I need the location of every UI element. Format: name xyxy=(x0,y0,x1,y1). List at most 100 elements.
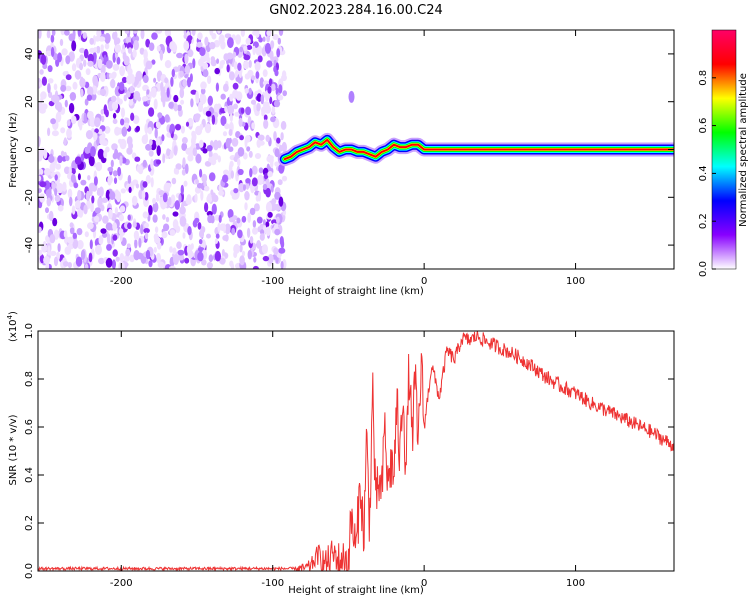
noise-cell xyxy=(41,76,48,86)
noise-cell xyxy=(117,166,122,177)
noise-cell xyxy=(194,193,198,203)
noise-cell xyxy=(265,226,271,237)
noise-cell xyxy=(124,30,130,34)
noise-cell xyxy=(38,226,42,233)
snr-ytick-label: 0.4 xyxy=(24,467,35,483)
noise-cell xyxy=(145,143,152,151)
noise-cell xyxy=(86,94,93,101)
noise-cell xyxy=(184,257,190,264)
noise-cell xyxy=(60,84,67,92)
noise-cell xyxy=(125,90,131,98)
noise-cell xyxy=(104,42,110,50)
noise-cell xyxy=(156,241,162,250)
noise-cell xyxy=(273,99,281,108)
noise-cell xyxy=(119,253,125,262)
noise-cell xyxy=(114,207,118,215)
noise-cell xyxy=(112,118,118,125)
noise-cell xyxy=(208,172,216,182)
noise-cell xyxy=(154,226,159,233)
noise-cell xyxy=(38,249,43,256)
noise-cell xyxy=(130,74,135,84)
noise-cell xyxy=(203,180,207,187)
spectrogram-blob xyxy=(348,90,355,103)
noise-cell xyxy=(148,150,154,157)
noise-cell xyxy=(273,247,279,256)
noise-cell xyxy=(137,96,142,102)
noise-cell xyxy=(223,53,229,61)
noise-cell xyxy=(50,250,57,256)
noise-cell xyxy=(255,195,260,202)
noise-cell xyxy=(229,93,234,102)
noise-cell xyxy=(246,45,253,50)
noise-cell xyxy=(206,195,213,203)
colorbar: 0.0 0.2 0.4 0.6 0.8 Normalized spectral ampl… xyxy=(698,29,749,277)
noise-cell xyxy=(208,150,213,158)
noise-cell xyxy=(200,226,206,234)
noise-cell xyxy=(152,201,159,213)
noise-cell xyxy=(80,153,85,162)
noise-cell xyxy=(235,76,241,83)
colorbar-ticks: 0.0 0.2 0.4 0.6 0.8 xyxy=(698,70,716,277)
noise-cell xyxy=(107,166,114,172)
noise-cell xyxy=(98,235,104,245)
noise-cell xyxy=(50,46,55,58)
noise-cell xyxy=(61,48,68,56)
noise-cell xyxy=(64,30,70,36)
noise-cell xyxy=(182,79,188,87)
noise-cell xyxy=(85,190,90,202)
noise-cell xyxy=(74,70,82,80)
noise-cell xyxy=(133,250,140,261)
noise-cell xyxy=(206,210,213,217)
noise-cell xyxy=(175,124,181,131)
noise-cell xyxy=(265,187,271,198)
noise-cell xyxy=(169,41,177,51)
noise-cell xyxy=(68,33,76,42)
noise-cell xyxy=(104,125,111,134)
noise-cell xyxy=(94,128,99,134)
noise-cell xyxy=(270,185,274,193)
noise-cell xyxy=(148,260,153,268)
noise-cell xyxy=(280,120,287,130)
noise-cell xyxy=(246,227,251,238)
noise-cell xyxy=(253,256,257,263)
noise-cell xyxy=(116,192,121,203)
colorbar-tick-label: 0.4 xyxy=(698,165,709,181)
noise-cell xyxy=(128,142,134,150)
noise-cell xyxy=(178,193,182,204)
noise-cell xyxy=(263,119,269,129)
noise-cell xyxy=(230,262,235,269)
noise-cell xyxy=(142,85,147,92)
noise-cell xyxy=(38,175,42,182)
noise-cell xyxy=(187,35,193,41)
noise-cell xyxy=(129,85,134,94)
noise-cell xyxy=(270,159,274,169)
noise-cell xyxy=(239,255,245,266)
noise-cell xyxy=(75,256,83,267)
noise-cell xyxy=(161,202,168,209)
noise-cell xyxy=(79,77,86,88)
noise-cell xyxy=(197,251,204,262)
noise-cell xyxy=(207,95,213,106)
noise-cell xyxy=(151,32,158,40)
noise-cell xyxy=(266,30,272,36)
noise-cell xyxy=(278,163,285,174)
noise-cell xyxy=(181,142,188,151)
noise-cell xyxy=(51,181,55,190)
colorbar-tick-label: 0.6 xyxy=(698,118,709,134)
spectrogram-noise xyxy=(38,30,288,269)
noise-cell xyxy=(224,234,229,242)
trace-layer xyxy=(283,138,674,161)
noise-cell xyxy=(127,214,131,221)
noise-cell xyxy=(100,228,107,234)
noise-cell xyxy=(54,174,58,181)
noise-cell xyxy=(215,233,220,239)
noise-cell xyxy=(238,68,243,79)
noise-cell xyxy=(119,232,123,242)
noise-cell xyxy=(202,148,208,154)
noise-cell xyxy=(98,134,106,145)
noise-cell xyxy=(106,243,112,251)
noise-cell xyxy=(271,198,277,204)
noise-cell xyxy=(39,254,45,264)
noise-cell xyxy=(211,114,216,125)
